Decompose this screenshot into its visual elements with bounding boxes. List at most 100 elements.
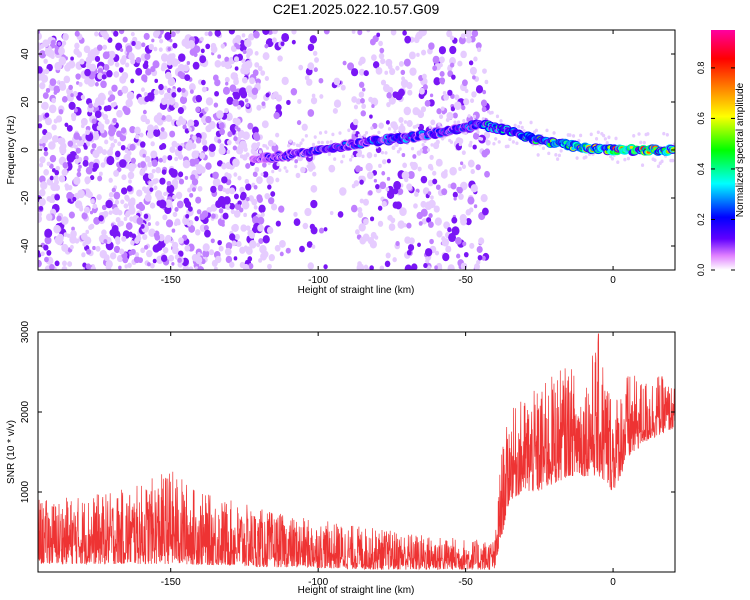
noise-speckle	[272, 30, 278, 35]
noise-speckle	[357, 211, 364, 218]
noise-speckle	[70, 234, 77, 241]
noise-speckle	[447, 89, 453, 96]
noise-speckle	[429, 238, 434, 245]
noise-speckle	[398, 88, 405, 97]
noise-speckle	[412, 154, 417, 159]
noise-speckle	[171, 91, 177, 98]
noise-speckle	[128, 164, 135, 173]
noise-speckle	[459, 161, 464, 166]
noise-speckle	[205, 116, 212, 124]
noise-speckle	[185, 34, 191, 40]
noise-speckle	[359, 56, 366, 65]
noise-speckle	[191, 187, 196, 192]
noise-speckle	[42, 92, 49, 100]
noise-speckle	[422, 84, 428, 91]
noise-speckle	[419, 87, 425, 95]
noise-speckle	[369, 114, 373, 119]
noise-speckle	[79, 58, 85, 65]
trace-halo	[660, 159, 664, 164]
noise-speckle	[406, 119, 413, 128]
trace-halo	[370, 126, 374, 130]
noise-speckle	[371, 104, 375, 109]
noise-speckle	[249, 77, 256, 85]
noise-speckle	[417, 242, 421, 248]
trace-halo	[373, 153, 377, 158]
trace-halo	[575, 156, 579, 160]
noise-speckle	[43, 244, 49, 251]
noise-speckle	[77, 156, 83, 163]
noise-speckle	[184, 245, 191, 252]
trace-halo	[529, 120, 533, 125]
noise-speckle	[435, 158, 443, 167]
noise-speckle	[39, 82, 46, 90]
trace-halo	[662, 131, 666, 136]
noise-speckle	[266, 175, 274, 185]
noise-speckle	[251, 198, 256, 204]
trace-halo	[380, 150, 385, 155]
x-tick-label: -100	[308, 275, 328, 286]
noise-speckle	[275, 132, 280, 138]
noise-speckle	[207, 31, 213, 37]
noise-speckle	[310, 97, 318, 105]
noise-speckle	[140, 114, 148, 123]
noise-speckle	[75, 73, 81, 80]
noise-speckle	[484, 79, 489, 85]
colorbar-ticks: 0.0 0.2 0.4 0.6 0.8	[696, 62, 735, 276]
noise-speckle	[442, 90, 447, 96]
noise-speckle	[147, 222, 151, 226]
noise-speckle	[90, 198, 95, 204]
noise-speckle	[458, 193, 464, 200]
noise-speckle	[245, 85, 253, 94]
noise-speckle	[101, 74, 107, 80]
noise-speckle	[168, 168, 176, 176]
noise-speckle	[90, 49, 95, 55]
noise-speckle	[155, 221, 160, 227]
noise-speckle	[312, 171, 317, 177]
noise-speckle	[403, 58, 411, 67]
noise-speckle	[449, 166, 457, 176]
noise-speckle	[438, 62, 443, 68]
noise-speckle	[158, 83, 164, 91]
noise-speckle	[94, 110, 102, 119]
noise-speckle	[105, 199, 113, 209]
noise-speckle	[213, 75, 218, 81]
noise-speckle	[195, 137, 202, 144]
noise-speckle	[175, 191, 183, 200]
noise-speckle	[79, 204, 83, 210]
noise-speckle	[275, 94, 283, 102]
trace-halo	[393, 130, 397, 134]
noise-speckle	[378, 40, 383, 47]
noise-speckle	[49, 154, 57, 163]
noise-speckle	[130, 157, 136, 164]
noise-speckle	[113, 71, 120, 78]
noise-speckle	[271, 37, 277, 44]
noise-speckle	[114, 199, 120, 205]
colorbar-tick-label: 0.4	[696, 163, 706, 176]
trace-halo	[609, 154, 613, 159]
noise-speckle	[114, 150, 121, 158]
noise-speckle	[465, 36, 472, 44]
noise-speckle	[151, 159, 158, 167]
noise-speckle	[129, 51, 133, 56]
noise-speckle	[442, 252, 450, 262]
noise-speckle	[139, 132, 144, 138]
noise-speckle	[44, 228, 53, 238]
noise-speckle	[359, 179, 364, 185]
noise-speckle	[439, 71, 445, 77]
noise-speckle	[428, 221, 434, 228]
noise-speckle	[398, 116, 404, 124]
noise-speckle	[80, 232, 88, 241]
noise-speckle	[260, 212, 265, 218]
noise-speckle	[248, 33, 255, 41]
noise-speckle	[257, 65, 263, 72]
noise-speckle	[158, 88, 165, 95]
noise-speckle	[161, 62, 168, 70]
noise-speckle	[340, 84, 346, 91]
noise-speckle	[225, 242, 233, 250]
trace-halo	[554, 153, 558, 157]
noise-speckle	[206, 206, 212, 214]
noise-speckle	[451, 226, 460, 236]
noise-speckle	[363, 218, 369, 225]
trace-halo	[260, 172, 264, 177]
trace-halo	[607, 135, 611, 140]
